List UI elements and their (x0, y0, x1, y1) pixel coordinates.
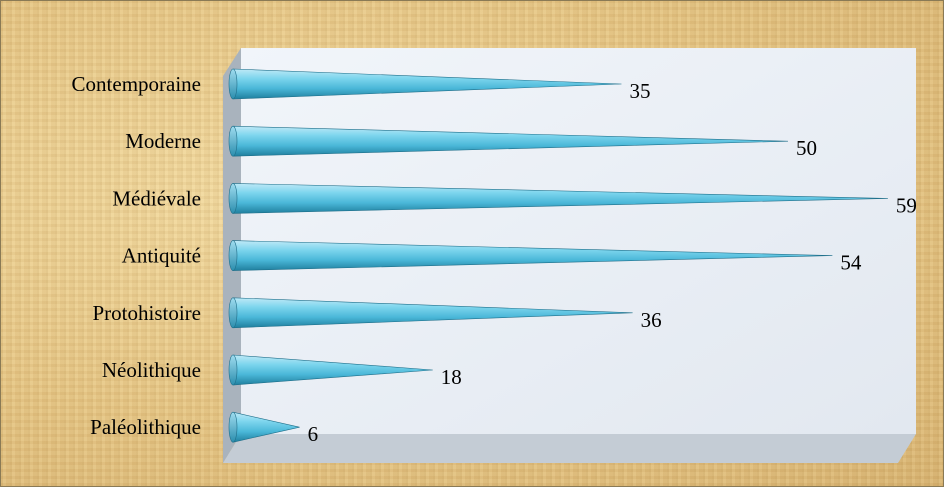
category-label: Protohistoire (93, 301, 202, 325)
data-label: 59 (896, 193, 917, 217)
category-label: Médiévale (112, 186, 201, 210)
labels-layer: Contemporaine 35 Moderne 50 Médiévale 59 Antiq… (72, 72, 917, 446)
bar-base (228, 297, 238, 329)
bar-base (228, 354, 238, 386)
bar-base (228, 125, 238, 157)
bar-base (228, 411, 238, 443)
bar-base (228, 183, 238, 214)
bar-base (228, 68, 238, 100)
data-label: 36 (641, 308, 662, 332)
data-label: 54 (840, 251, 862, 275)
category-label: Paléolithique (90, 415, 201, 439)
bar-base (228, 240, 238, 271)
plot-floor (223, 434, 916, 463)
category-label: Contemporaine (72, 72, 201, 96)
bars-layer (228, 68, 888, 443)
category-label: Néolithique (102, 358, 201, 382)
category-label: Antiquité (122, 244, 201, 268)
data-label: 6 (308, 422, 319, 446)
category-label: Moderne (125, 129, 201, 153)
data-label: 18 (441, 365, 462, 389)
data-label: 35 (630, 79, 651, 103)
data-label: 50 (796, 136, 817, 160)
